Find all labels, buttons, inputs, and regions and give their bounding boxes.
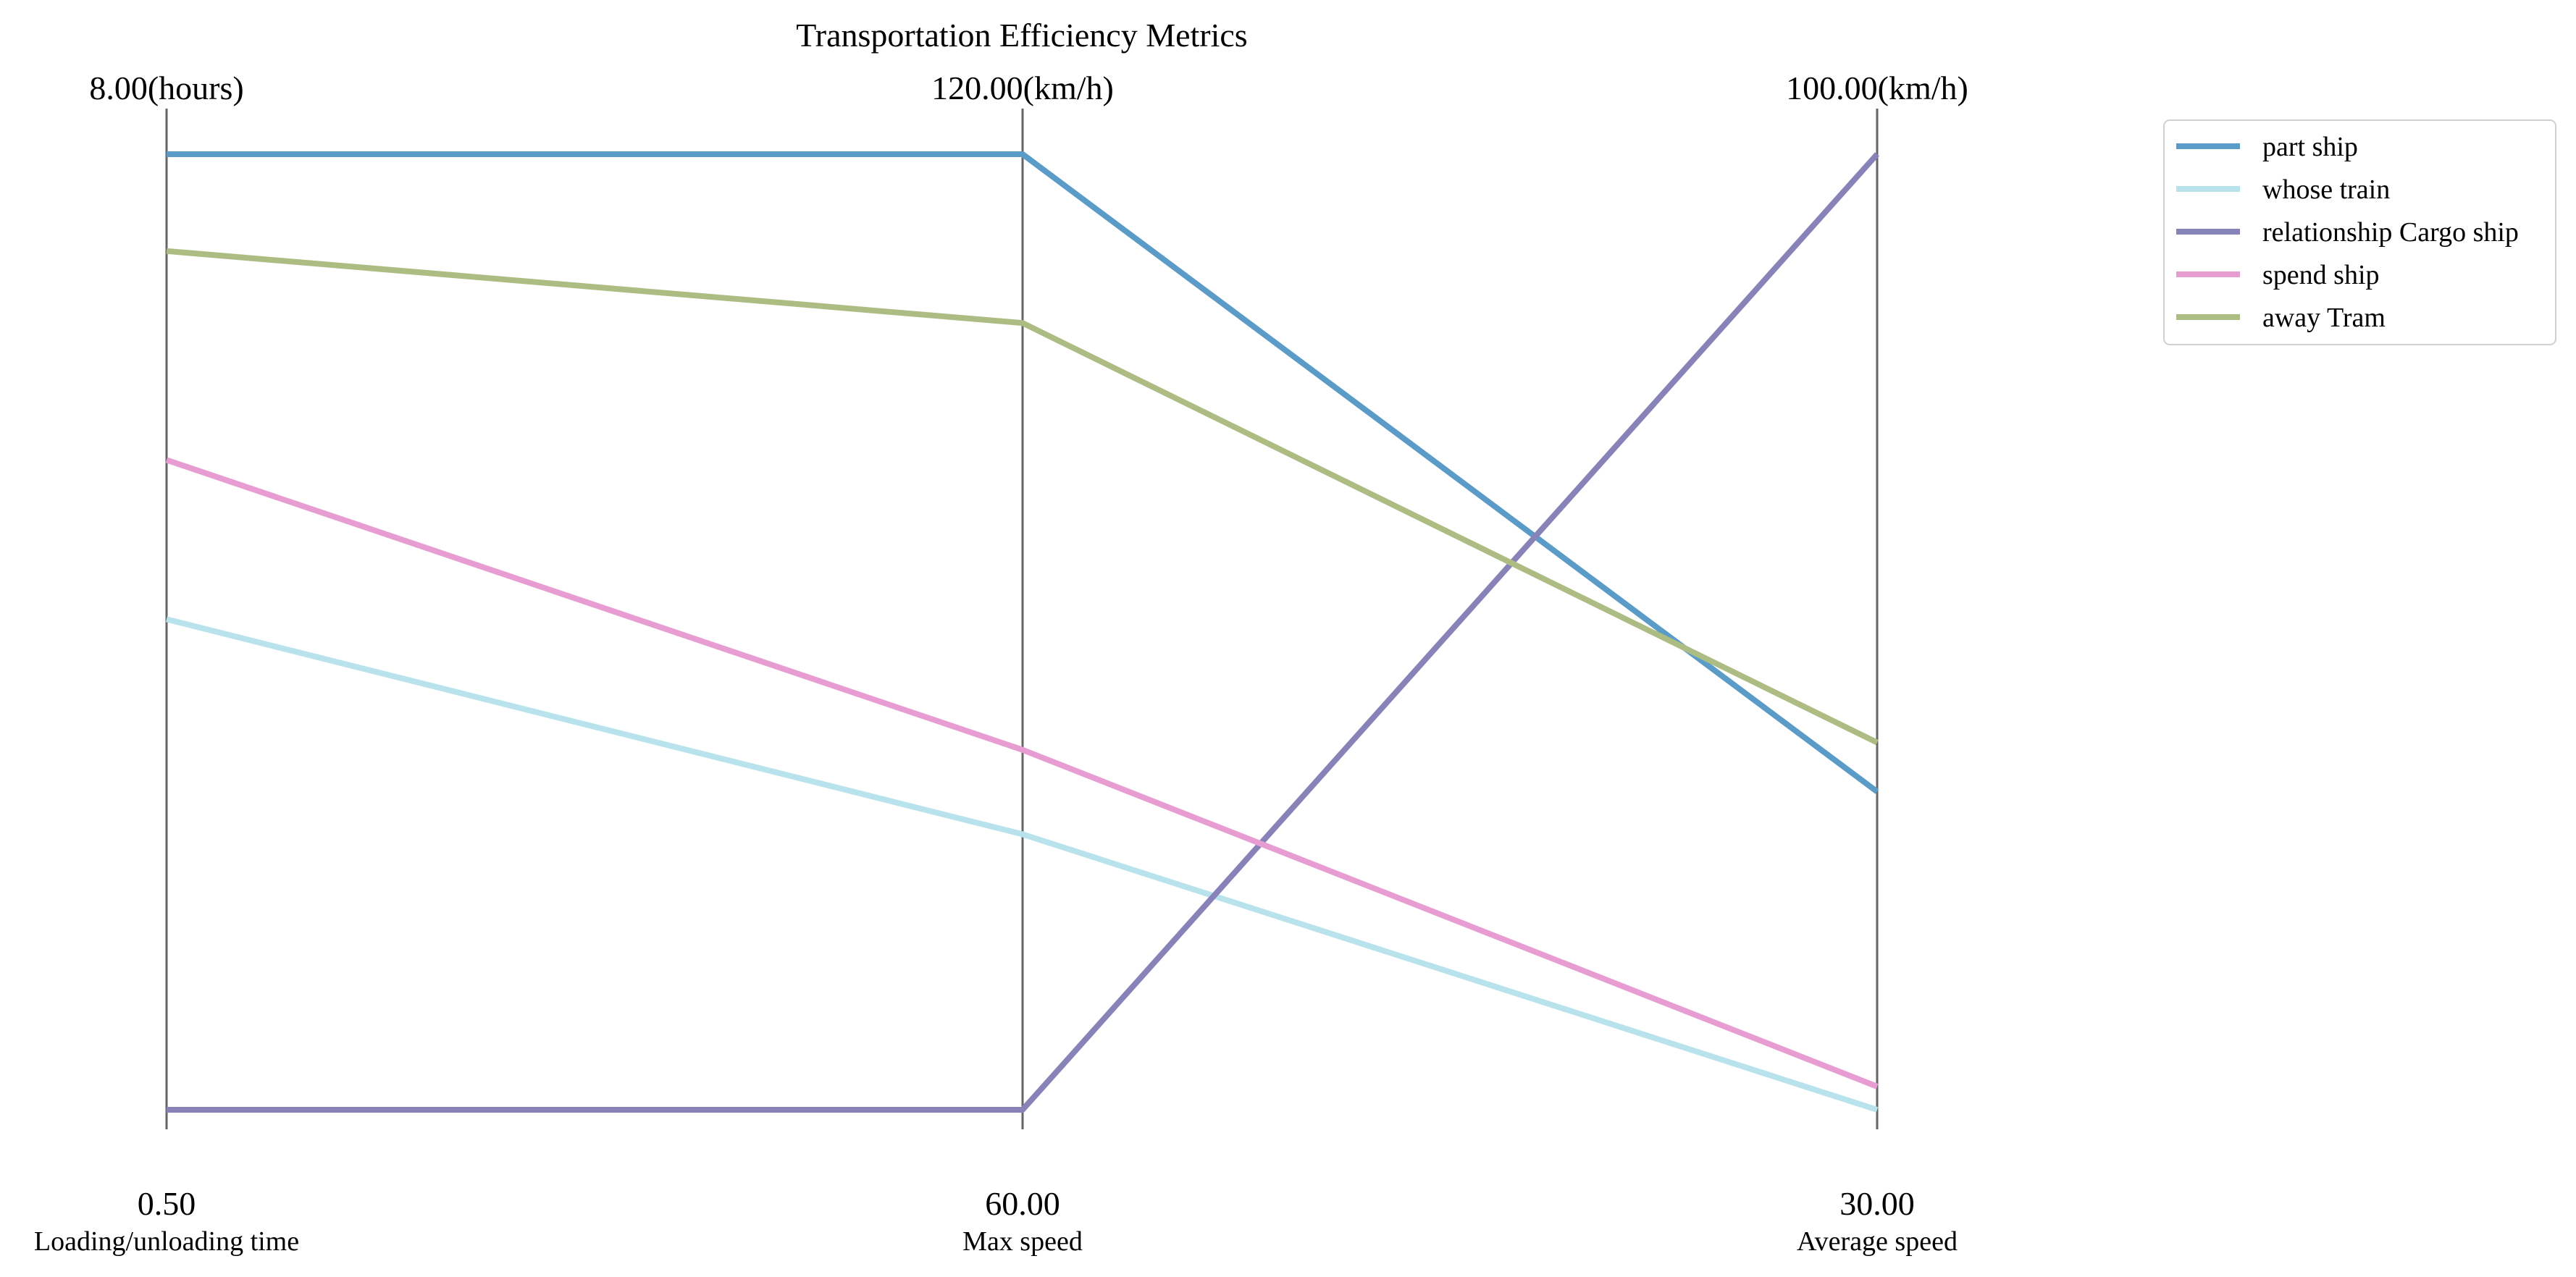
legend-label: away Tram (2262, 303, 2386, 333)
axis-max-label: 8.00(hours) (89, 69, 243, 106)
axis-min-label: 0.50 (138, 1185, 196, 1222)
series-line-0 (167, 151, 1879, 794)
legend-label: part ship (2262, 132, 2358, 162)
axis-name-label: Max speed (962, 1226, 1083, 1257)
legend-frame (2163, 119, 2556, 345)
series-line-4 (166, 248, 1879, 746)
chart-title: Transportation Efficiency Metrics (796, 17, 1247, 54)
legend-label: whose train (2262, 174, 2390, 205)
legend-label: relationship Cargo ship (2262, 217, 2519, 248)
axis-min-label: 60.00 (985, 1185, 1060, 1222)
axis-name-label: Average speed (1797, 1226, 1958, 1257)
series-line-3 (165, 457, 1879, 1090)
axis-min-label: 30.00 (1839, 1185, 1915, 1222)
series-line-1 (166, 616, 1879, 1113)
axis-max-label: 120.00(km/h) (931, 69, 1114, 106)
series-line-2 (167, 152, 1879, 1113)
series-lines (165, 151, 1879, 1113)
axis-name-label: Loading/unloading time (34, 1226, 299, 1257)
axes: 8.00(hours) 0.50 Loading/unloading time 120… (34, 69, 1968, 1257)
legend-label: spend ship (2262, 260, 2380, 290)
axis-max-label: 100.00(km/h) (1786, 69, 1968, 106)
legend: part ship whose train relationship Cargo s… (2163, 119, 2556, 345)
